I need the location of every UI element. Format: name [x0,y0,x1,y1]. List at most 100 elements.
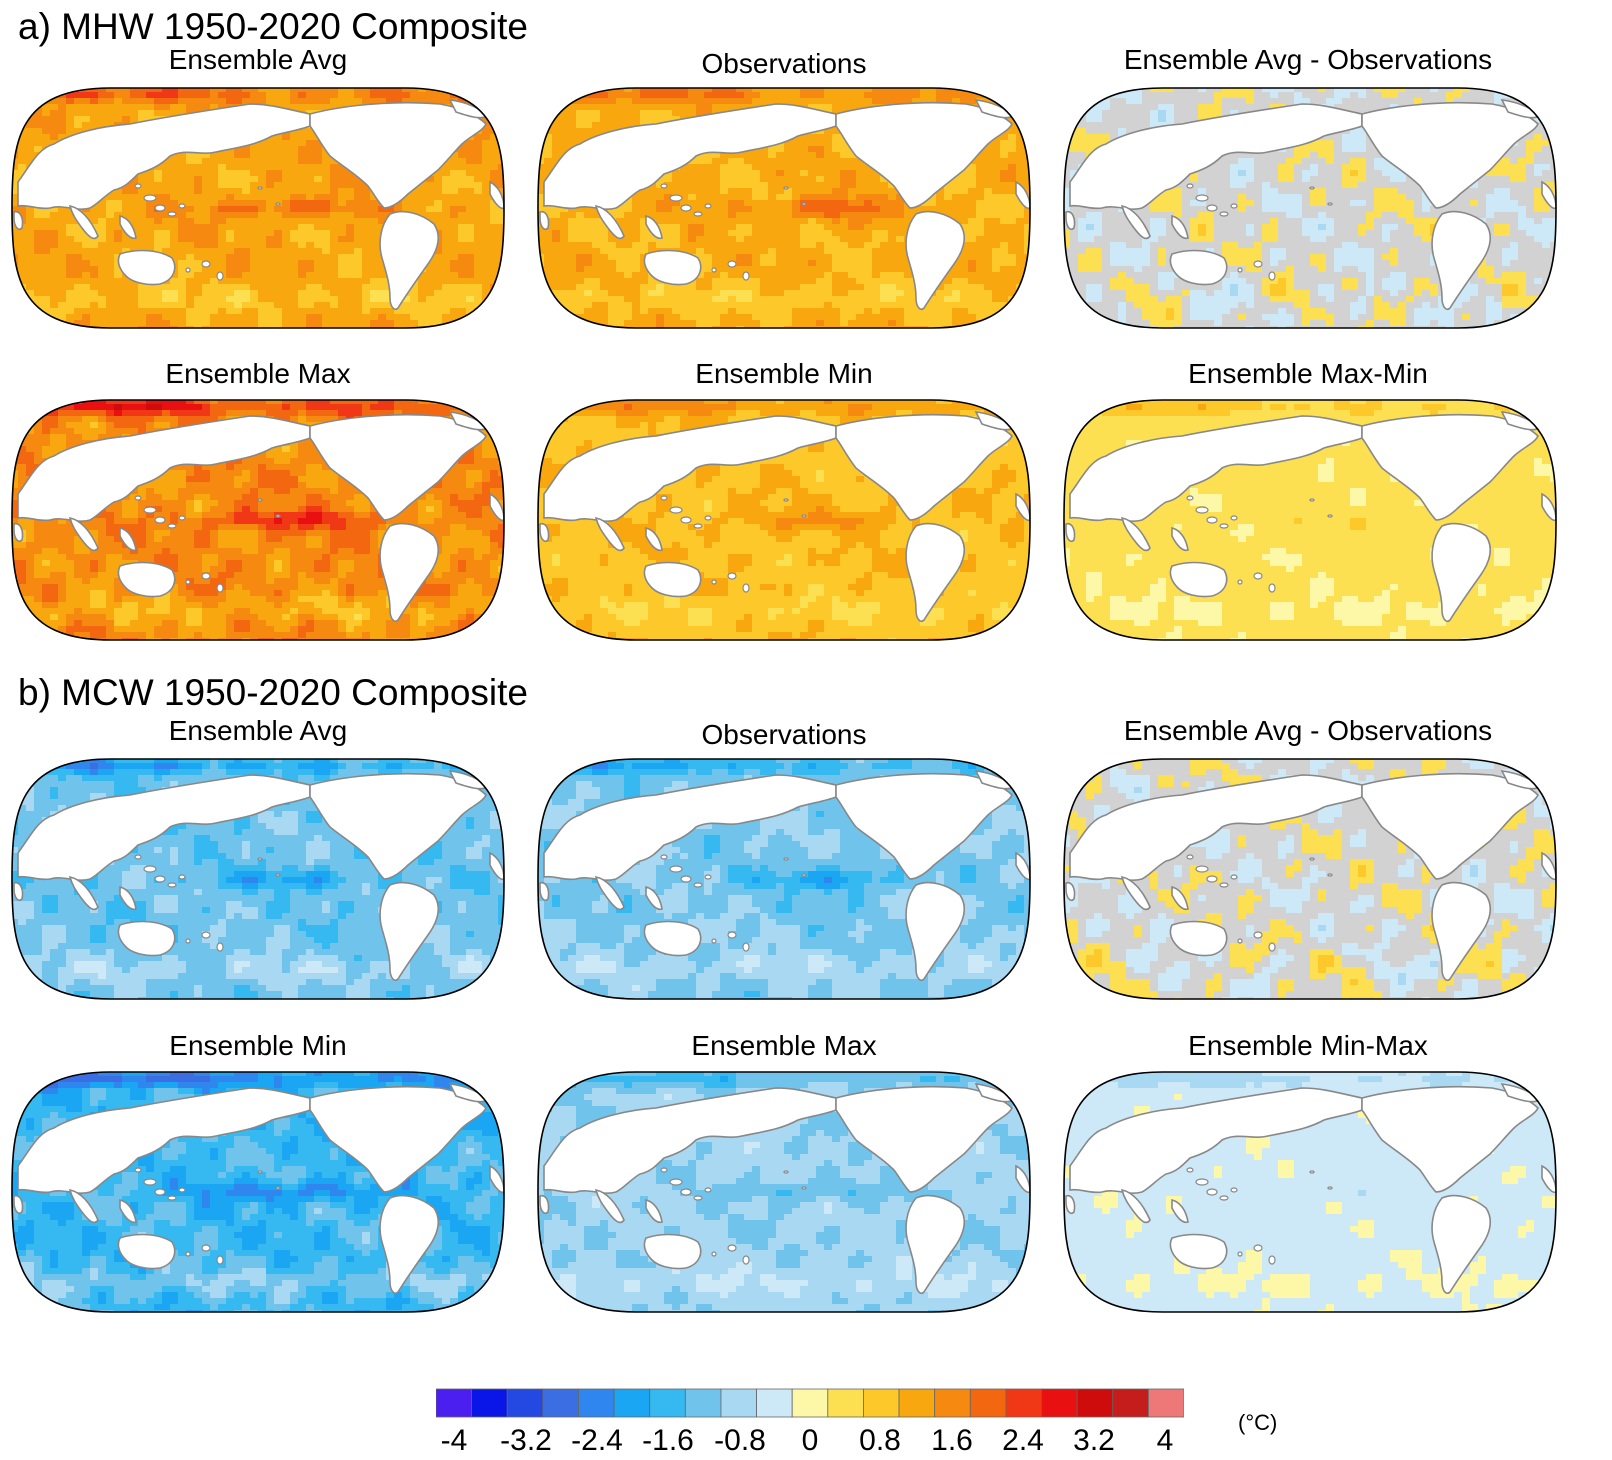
field-cell [552,140,561,147]
field-cell [704,284,713,291]
field-cell [624,242,633,249]
field-cell [600,116,609,123]
field-cell [298,314,307,321]
field-cell [202,164,211,171]
field-cell [74,236,83,243]
field-cell [656,242,665,249]
field-cell [378,88,387,93]
field-cell [1000,224,1009,231]
field-cell [768,92,777,99]
field-cell [832,158,841,165]
field-cell [11,170,19,177]
field-cell [226,194,235,201]
field-cell [74,224,83,231]
field-cell [952,212,961,219]
field-cell [282,224,291,231]
field-cell [306,290,315,297]
field-cell [832,164,841,171]
field-cell [490,158,499,165]
field-cell [648,88,657,93]
field-cell [330,260,339,267]
field-cell [386,314,395,321]
field-cell [537,110,545,117]
field-cell [106,290,115,297]
field-cell [592,314,601,321]
field-cell [952,176,961,183]
field-cell [426,302,435,309]
field-cell [122,206,131,213]
field-cell [656,284,665,291]
field-cell [290,164,299,171]
field-cell [18,242,27,249]
field-cell [314,212,323,219]
field-cell [210,218,219,225]
field-cell [720,296,729,303]
field-cell [266,146,275,153]
field-cell [242,284,251,291]
field-cell [720,200,729,207]
field-cell [90,206,99,213]
field-cell [474,242,483,249]
field-cell [664,116,673,123]
field-cell [712,218,721,225]
field-cell [458,320,467,327]
field-cell [250,224,259,231]
field-cell [808,266,817,273]
field-cell [760,88,769,93]
field-cell [306,272,315,279]
field-cell [1016,302,1025,309]
field-cell [226,302,235,309]
field-cell [226,326,235,328]
field-cell [968,200,977,207]
field-cell [776,314,785,321]
field-cell [688,98,697,105]
field-cell [146,326,155,328]
field-cell [122,320,131,327]
field-cell [872,188,881,195]
field-cell [354,314,363,321]
field-cell [26,236,35,243]
field-cell [218,266,227,273]
field-cell [346,290,355,297]
field-cell [482,104,491,111]
field-cell [58,98,67,105]
land-mass [17,103,311,210]
field-cell [282,230,291,237]
field-cell [584,88,593,93]
field-cell [122,278,131,285]
field-cell [114,200,123,207]
field-cell [960,176,969,183]
field-cell [880,236,889,243]
field-cell [210,212,219,219]
field-cell [154,88,163,93]
field-cell [258,260,267,267]
field-cell [656,200,665,207]
field-cell [1024,308,1030,315]
field-cell [498,308,504,315]
field-cell [584,206,593,213]
field-cell [784,200,793,207]
field-cell [752,92,761,99]
field-cell [624,254,633,261]
field-cell [466,290,475,297]
field-cell [194,260,203,267]
field-cell [968,302,977,309]
field-cell [306,266,315,273]
field-cell [298,134,307,141]
field-cell [42,104,51,111]
field-cell [768,278,777,285]
field-cell [250,212,259,219]
field-cell [186,170,195,177]
field-cell [122,284,131,291]
field-cell [904,314,913,321]
field-cell [314,158,323,165]
field-cell [194,176,203,183]
field-cell [976,176,985,183]
field-cell [82,260,91,267]
field-cell [138,206,147,213]
field-cell [458,164,467,171]
field-cell [744,278,753,285]
field-cell [66,122,75,129]
field-cell [784,146,793,153]
field-cell [474,182,483,189]
